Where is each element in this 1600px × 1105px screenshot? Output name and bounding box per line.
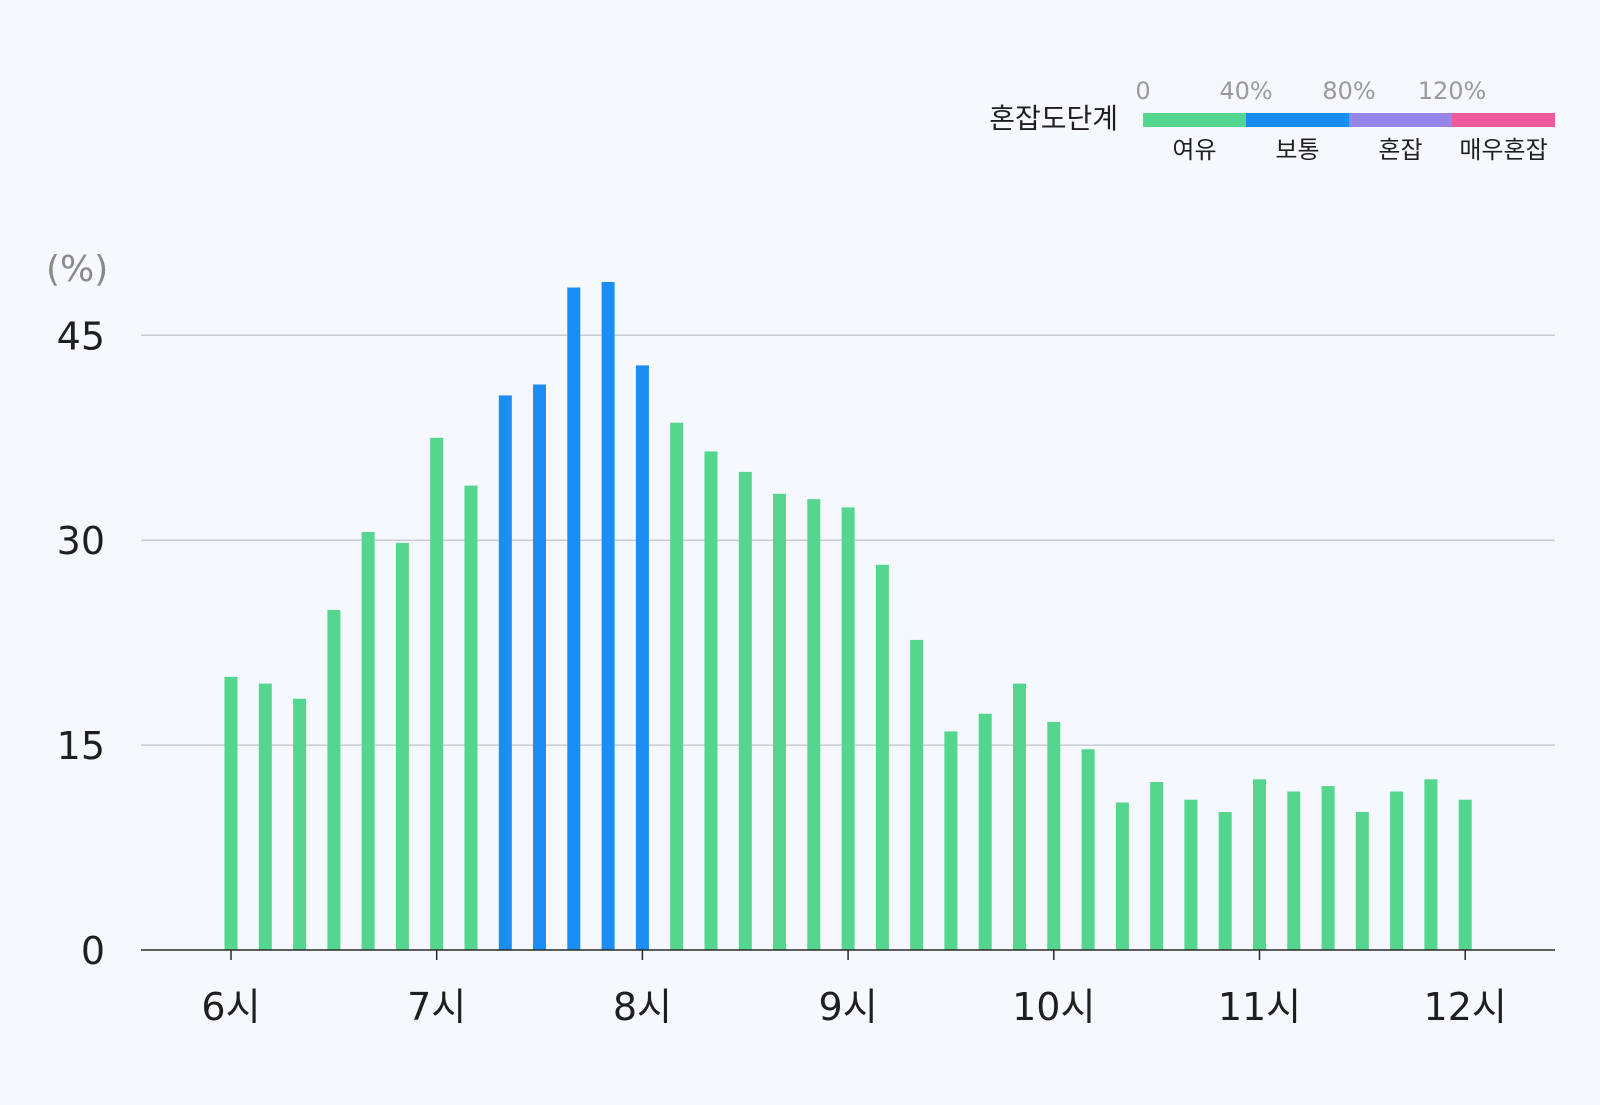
legend-category-label: 보통 xyxy=(1275,136,1319,164)
bars xyxy=(224,282,1472,951)
x-tick-label: 10시 xyxy=(1012,985,1095,1029)
bar xyxy=(635,365,649,950)
bar xyxy=(1081,749,1095,950)
legend-swatch xyxy=(1349,113,1452,127)
legend-swatch xyxy=(1452,113,1555,127)
y-tick-label: 30 xyxy=(57,519,105,563)
bar xyxy=(395,542,409,950)
bar xyxy=(1458,799,1472,950)
x-tick-label: 7시 xyxy=(407,985,466,1029)
legend-title: 혼잡도단계 xyxy=(989,102,1118,135)
bar xyxy=(327,609,341,950)
bar xyxy=(773,493,786,950)
legend-threshold-label: 120% xyxy=(1418,77,1487,105)
legend-category-label: 혼잡 xyxy=(1378,136,1422,164)
bar xyxy=(567,287,581,950)
bar xyxy=(944,731,958,950)
legend-threshold-label: 80% xyxy=(1322,77,1375,105)
bar xyxy=(293,698,307,950)
bar xyxy=(1253,779,1266,951)
x-tick-label: 11시 xyxy=(1218,985,1301,1029)
bar xyxy=(1115,802,1129,950)
y-tick-label: 15 xyxy=(57,724,105,768)
x-tick-label: 9시 xyxy=(819,985,878,1029)
y-tick-label: 45 xyxy=(57,314,105,358)
bar xyxy=(1390,791,1404,950)
bar xyxy=(875,564,889,950)
y-axis-unit-label: (%) xyxy=(46,249,108,290)
bar xyxy=(1150,782,1164,950)
bar xyxy=(258,683,272,950)
bar xyxy=(1321,786,1335,950)
legend-swatch xyxy=(1143,113,1246,127)
bar xyxy=(1047,721,1061,950)
bar xyxy=(1218,812,1232,950)
bar xyxy=(1355,812,1369,950)
bar xyxy=(430,437,444,951)
y-tick-label: 0 xyxy=(81,929,105,973)
legend-category-label: 여유 xyxy=(1172,136,1216,164)
x-tick-label: 8시 xyxy=(613,985,672,1029)
x-axis-ticks: 6시 7시 8시 9시 10시 11시 12시 xyxy=(201,950,1507,1029)
x-tick-label: 6시 xyxy=(201,985,260,1029)
legend-threshold-label: 40% xyxy=(1219,77,1272,105)
bar xyxy=(841,507,855,950)
legend-swatch xyxy=(1246,113,1349,127)
bar xyxy=(533,384,546,950)
bar xyxy=(1287,791,1301,950)
bar xyxy=(361,532,375,950)
legend-category-label: 매우혼잡 xyxy=(1459,136,1547,164)
congestion-legend: 혼잡도단계 여유 보통 혼잡 매우혼잡 0 40% 80% 120% xyxy=(989,77,1555,164)
bar xyxy=(910,639,924,950)
x-tick-label: 12시 xyxy=(1424,985,1507,1029)
bar xyxy=(224,676,238,950)
bar xyxy=(978,713,992,950)
bar xyxy=(704,451,718,950)
bar xyxy=(1424,779,1438,951)
bar xyxy=(670,422,684,950)
bar xyxy=(498,395,512,950)
bar xyxy=(601,282,615,950)
y-axis-ticks: 0 15 30 45 xyxy=(57,314,105,973)
bar xyxy=(738,471,752,950)
bar xyxy=(1184,799,1198,950)
bar xyxy=(464,485,478,950)
legend-threshold-label: 0 xyxy=(1135,77,1150,105)
bar xyxy=(1013,683,1026,950)
bar xyxy=(807,499,821,950)
